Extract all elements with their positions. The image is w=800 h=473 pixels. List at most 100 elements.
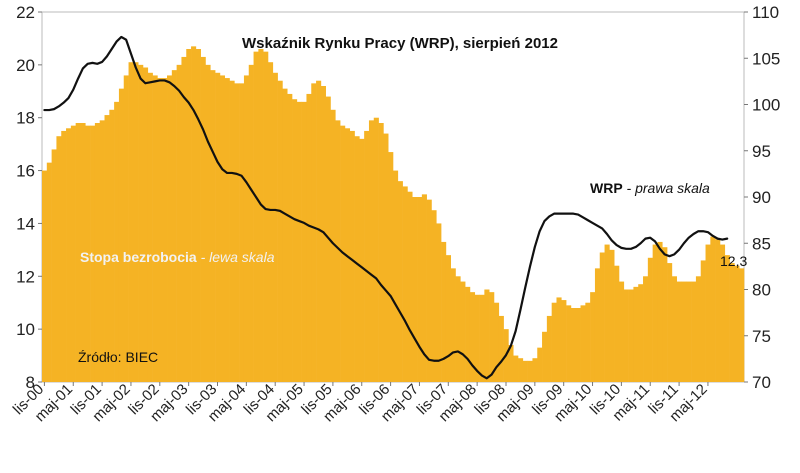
- bar: [739, 268, 745, 382]
- bar: [662, 247, 668, 382]
- bar: [128, 62, 134, 383]
- bar: [479, 294, 485, 382]
- bar: [402, 186, 408, 382]
- bar: [474, 294, 480, 382]
- wrp-line: [43, 35, 729, 380]
- right-tick-label: 105: [752, 49, 780, 68]
- bar: [373, 117, 379, 383]
- bar: [633, 286, 639, 382]
- bar: [715, 239, 721, 382]
- bar: [580, 305, 586, 382]
- bar: [248, 64, 254, 383]
- bar: [191, 46, 197, 383]
- bar: [243, 75, 250, 383]
- bar: [99, 120, 105, 383]
- left-axis: 8 10 12 14 16 18 20 22: [16, 3, 42, 392]
- bar: [734, 265, 740, 382]
- bar: [296, 101, 302, 383]
- bar: [61, 130, 67, 382]
- bar: [364, 130, 370, 382]
- bar: [681, 281, 687, 382]
- bar: [152, 75, 158, 383]
- bar: [441, 241, 447, 382]
- bar: [493, 302, 500, 382]
- bar: [306, 93, 312, 383]
- bar: [417, 197, 423, 382]
- bar: [123, 75, 129, 383]
- bar: [465, 286, 471, 382]
- bar: [585, 302, 591, 382]
- bar: [85, 125, 91, 382]
- bar: [292, 99, 298, 383]
- bar: [147, 72, 153, 382]
- bar: [316, 80, 322, 383]
- bar: [94, 123, 100, 382]
- bar: [354, 136, 360, 382]
- bar: [421, 194, 427, 382]
- left-tick-label: 20: [16, 56, 35, 75]
- bar-series: [42, 46, 745, 383]
- bar: [498, 315, 504, 382]
- bar: [176, 64, 182, 383]
- bar: [546, 315, 552, 382]
- bar: [109, 109, 115, 382]
- chart-title: Wskaźnik Rynku Pracy (WRP), sierpień 201…: [242, 35, 558, 52]
- bar: [349, 130, 355, 382]
- bar: [368, 120, 375, 383]
- bar: [575, 308, 581, 382]
- bar: [104, 115, 110, 382]
- bar: [234, 83, 240, 383]
- bar: [142, 67, 149, 382]
- bar: [691, 281, 697, 382]
- bar: [609, 249, 615, 382]
- bar: [719, 244, 726, 382]
- bar: [90, 125, 96, 382]
- bar: [263, 51, 269, 382]
- right-tick-label: 100: [752, 96, 780, 115]
- source-note: Źródło: BIEC: [78, 349, 158, 365]
- bar: [695, 276, 702, 382]
- left-tick-label: 10: [16, 320, 35, 339]
- bar: [210, 70, 216, 382]
- bar: [652, 244, 658, 382]
- bar: [80, 123, 86, 382]
- x-axis: lis-00maj-01lis-01maj-02lis-02maj-03lis-…: [10, 381, 711, 425]
- bar: [267, 62, 274, 383]
- bar: [162, 78, 168, 382]
- bar: [277, 80, 283, 383]
- bar: [455, 276, 461, 382]
- left-tick-label: 14: [16, 214, 35, 233]
- bar: [469, 292, 476, 382]
- bar: [623, 289, 629, 382]
- right-tick-label: 95: [752, 142, 771, 161]
- bar: [667, 263, 673, 382]
- bar: [118, 88, 125, 382]
- bar: [657, 241, 663, 382]
- bar: [561, 300, 567, 382]
- bar: [513, 355, 519, 382]
- bar: [224, 78, 230, 382]
- bar: [229, 80, 235, 383]
- bar: [628, 289, 634, 382]
- bar: [205, 64, 211, 383]
- bar: [272, 72, 278, 382]
- bar: [330, 109, 336, 382]
- bar: [46, 162, 52, 382]
- bar: [604, 244, 610, 382]
- bar: [239, 83, 245, 383]
- bar: [566, 305, 572, 382]
- bar: [508, 345, 514, 382]
- bar: [133, 62, 139, 383]
- last-value-label: 12,3: [720, 253, 747, 269]
- bar: [460, 281, 466, 382]
- bar: [383, 133, 389, 382]
- bar: [643, 276, 649, 382]
- bar: [335, 120, 341, 383]
- bar: [200, 56, 206, 383]
- bar: [489, 292, 495, 382]
- bar: [51, 149, 57, 382]
- bar: [253, 51, 259, 382]
- bar: [671, 276, 677, 382]
- bar: [378, 123, 384, 382]
